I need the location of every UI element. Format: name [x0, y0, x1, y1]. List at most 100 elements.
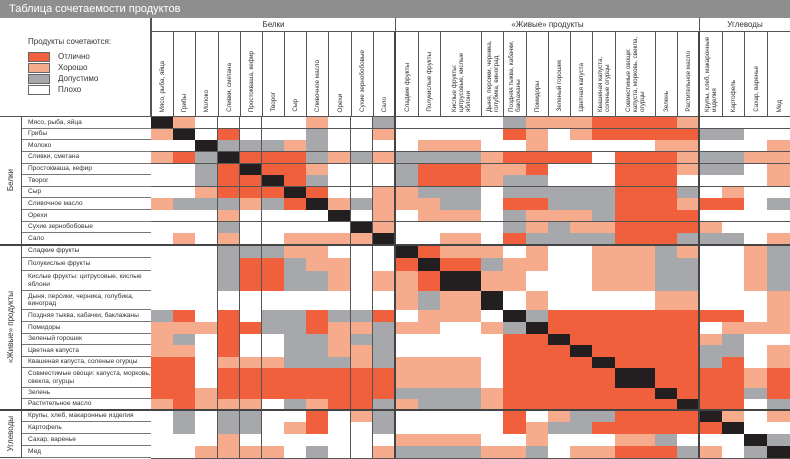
- matrix-cell: [548, 140, 571, 153]
- matrix-cell: [151, 388, 174, 400]
- matrix-cell: [328, 322, 352, 335]
- matrix-cell: [239, 198, 263, 211]
- matrix-cell: [195, 345, 219, 358]
- matrix-cell: [195, 388, 219, 400]
- matrix-cell: [284, 210, 307, 223]
- matrix-cell: [592, 163, 616, 176]
- matrix-cell: [548, 198, 571, 211]
- row-header: Творог: [22, 175, 151, 187]
- matrix-cell: [418, 446, 441, 459]
- matrix-cell: [261, 128, 285, 141]
- matrix-cell: [767, 388, 790, 400]
- matrix-cell: [440, 117, 482, 130]
- matrix-cell: [526, 271, 549, 292]
- matrix-cell: [350, 175, 374, 188]
- matrix-cell: [350, 151, 374, 165]
- matrix-cell: [481, 117, 504, 130]
- matrix-cell: [395, 446, 419, 459]
- matrix-cell: [722, 310, 745, 323]
- matrix-cell: [195, 334, 219, 346]
- row-header: Картофель: [22, 422, 151, 434]
- matrix-cell: [548, 271, 571, 292]
- matrix-cell: [239, 368, 263, 389]
- matrix-cell: [615, 128, 656, 141]
- matrix-cell: [173, 117, 196, 130]
- matrix-cell: [306, 210, 329, 223]
- column-header-label: Сливочное масло: [314, 59, 322, 112]
- matrix-cell: [306, 117, 329, 130]
- matrix-cell: [481, 388, 504, 400]
- matrix-cell: [195, 410, 219, 423]
- matrix-cell: [655, 334, 678, 346]
- matrix-cell: [615, 221, 656, 234]
- column-header: Совместимые овощи: капуста, морковь, све…: [615, 32, 655, 117]
- matrix-cell: [418, 271, 441, 292]
- matrix-cell: [239, 221, 263, 234]
- matrix-cell: [173, 345, 196, 358]
- matrix-cell: [615, 245, 656, 259]
- matrix-cell: [306, 291, 329, 311]
- legend-swatch: [28, 63, 50, 73]
- row-header-label: Картофель: [28, 423, 62, 431]
- matrix-cell: [261, 291, 285, 311]
- matrix-cell: [655, 434, 678, 447]
- row-header-label: Зелень: [28, 389, 51, 397]
- matrix-cell: [418, 117, 441, 130]
- matrix-cell: [655, 151, 678, 165]
- matrix-cell: [655, 210, 678, 223]
- matrix-cell: [395, 368, 419, 389]
- matrix-cell: [418, 140, 441, 153]
- matrix-cell: [481, 245, 504, 259]
- matrix-cell: [151, 291, 174, 311]
- legend-swatch: [28, 74, 50, 84]
- matrix-cell: [306, 388, 329, 400]
- matrix-cell: [350, 198, 374, 211]
- matrix-cell: [592, 388, 616, 400]
- column-header: Сыр: [284, 32, 307, 117]
- matrix-cell: [261, 388, 285, 400]
- matrix-cell: [615, 345, 656, 358]
- matrix-cell: [615, 410, 656, 423]
- matrix-cell: [440, 128, 482, 141]
- matrix-cell: [418, 221, 441, 234]
- matrix-cell: [503, 210, 527, 223]
- matrix-cell: [699, 357, 723, 369]
- column-header: Творог: [261, 32, 285, 117]
- matrix-cell: [350, 422, 374, 435]
- matrix-cell: [217, 245, 241, 259]
- matrix-cell: [677, 388, 700, 400]
- matrix-cell: [328, 434, 352, 447]
- matrix-cell: [239, 128, 263, 141]
- matrix-cell: [284, 271, 307, 292]
- column-header: Кислые фрукты: цитрусовые, кислые яблони: [440, 32, 481, 117]
- diagonal-cell: [526, 322, 549, 335]
- matrix-cell: [744, 291, 768, 311]
- matrix-cell: [195, 368, 219, 389]
- matrix-cell: [440, 151, 482, 165]
- matrix-cell: [328, 198, 352, 211]
- column-header-label: Кислые фрукты: цитрусовые, кислые яблони: [450, 52, 472, 112]
- matrix-cell: [395, 410, 419, 423]
- matrix-cell: [767, 422, 790, 435]
- matrix-cell: [548, 186, 571, 199]
- row-header-label: Сыр: [28, 188, 42, 196]
- matrix-cell: [481, 128, 504, 141]
- matrix-cell: [570, 258, 593, 272]
- matrix-cell: [350, 140, 374, 153]
- matrix-cell: [261, 117, 285, 130]
- matrix-cell: [418, 388, 441, 400]
- row-group-live-products: «Живые» продукты: [0, 245, 22, 410]
- matrix-cell: [503, 175, 527, 188]
- matrix-cell: [699, 322, 723, 335]
- matrix-cell: [395, 322, 419, 335]
- matrix-cell: [195, 245, 219, 259]
- column-header: Цветная капуста: [570, 32, 592, 117]
- column-header-label: Полукислые фрукты: [426, 52, 433, 112]
- matrix-cell: [284, 128, 307, 141]
- matrix-cell: [151, 434, 174, 447]
- matrix-cell: [217, 310, 241, 323]
- matrix-cell: [217, 117, 241, 130]
- column-header: Сухие зернобобовые: [350, 32, 373, 117]
- matrix-cell: [744, 446, 768, 459]
- matrix-cell: [570, 434, 593, 447]
